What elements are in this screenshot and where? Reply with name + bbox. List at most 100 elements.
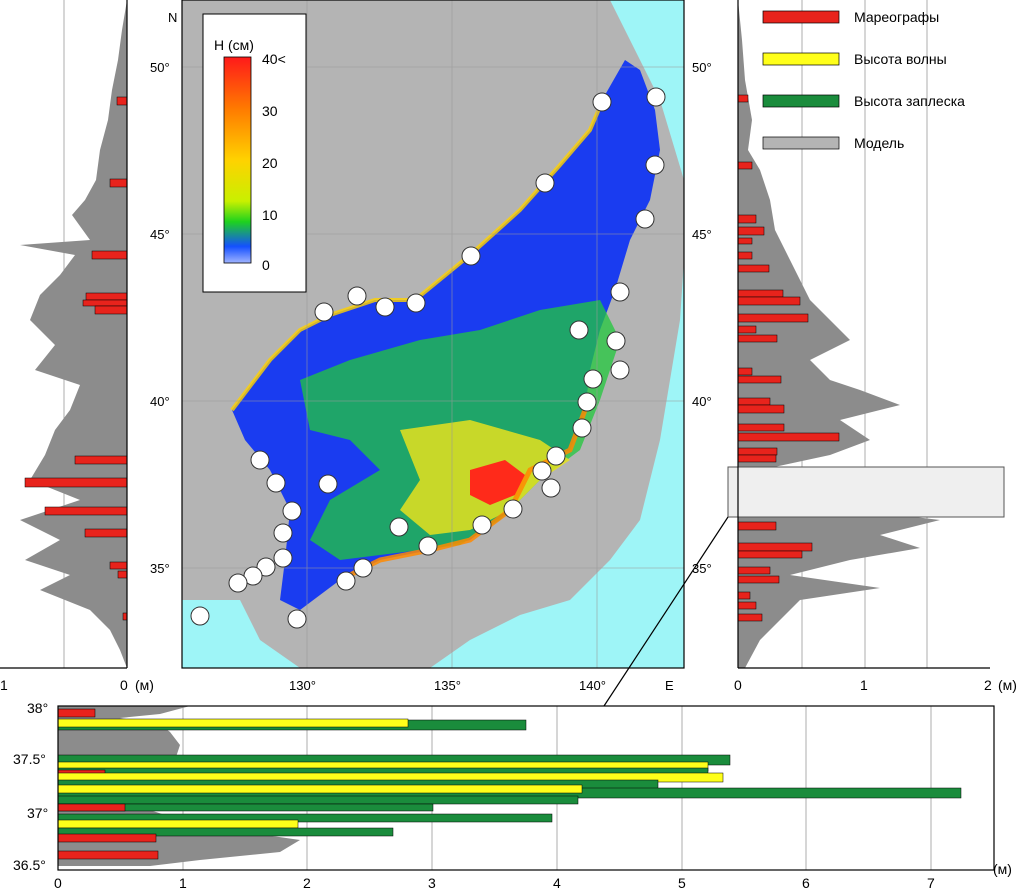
station-marker	[282, 501, 302, 521]
station-marker	[418, 536, 438, 556]
tide-gauge-bar	[57, 833, 157, 843]
station-marker	[592, 92, 612, 112]
station-marker	[250, 450, 270, 470]
lat-label-left: 50°	[150, 60, 170, 75]
bottom-unit: (м)	[993, 861, 1012, 877]
legend-swatch	[762, 136, 840, 150]
station-marker	[610, 360, 630, 380]
tide-gauge-bar	[116, 96, 128, 106]
station-marker	[583, 369, 603, 389]
lat-label-right: 35°	[692, 561, 712, 576]
bottom-x-labels: 0 1 2 3 4 5 6 7 (м)	[54, 861, 1012, 891]
tide-gauge-bar	[737, 289, 784, 298]
station-marker	[569, 320, 589, 340]
bottom-x-tick: 2	[303, 875, 311, 891]
tide-gauge-bar	[44, 506, 128, 516]
tide-gauge-bar	[57, 850, 159, 860]
tide-gauge-bar	[84, 528, 128, 538]
station-marker	[535, 173, 555, 193]
left-tick: 1	[0, 677, 8, 693]
station-marker	[546, 446, 566, 466]
legend-swatch	[762, 52, 840, 66]
east-label: E	[665, 678, 674, 693]
left-tick: 0	[120, 677, 128, 693]
station-marker	[389, 517, 409, 537]
colorbar-tick: 30	[262, 103, 278, 119]
tide-gauge-bar	[737, 447, 778, 456]
tide-gauge-bar	[737, 214, 757, 224]
station-marker	[645, 155, 665, 175]
station-marker	[353, 558, 373, 578]
tide-gauge-bar	[737, 325, 757, 334]
map-panel	[182, 0, 684, 668]
tide-gauge-bar	[737, 566, 771, 575]
bottom-panel: 38° 37.5° 37° 36.5° 0 1 2 3 4 5 6 7 (м)	[13, 700, 1012, 891]
lon-label: 135°	[434, 678, 461, 693]
station-marker	[461, 246, 481, 266]
legend: Мареографы Высота волны Высота заплеска …	[762, 9, 965, 151]
station-marker	[635, 209, 655, 229]
bottom-y-label: 37°	[27, 805, 48, 821]
tide-gauge-bar	[737, 432, 840, 442]
station-marker	[503, 499, 523, 519]
station-marker	[541, 478, 561, 498]
tide-gauge-bar	[737, 264, 770, 273]
tide-gauge-bar	[737, 367, 753, 376]
bottom-x-tick: 4	[553, 875, 561, 891]
tide-gauge-bar	[737, 404, 785, 414]
left-panel: 1 0 (м)	[0, 0, 154, 693]
tide-gauge-bar	[737, 94, 749, 103]
tide-gauge-bar	[737, 251, 753, 260]
wave-height-bar	[57, 819, 299, 829]
legend-label: Мареографы	[854, 9, 939, 25]
lat-label-right: 50°	[692, 60, 712, 75]
colorbar-tick: 10	[262, 207, 278, 223]
station-marker	[646, 87, 666, 107]
colorbar-box	[202, 13, 307, 293]
tide-gauge-bar	[109, 178, 128, 188]
wave-height-bar	[57, 784, 583, 794]
legend-swatch	[762, 10, 840, 24]
north-label: N	[168, 10, 177, 25]
tide-gauge-bar	[737, 313, 809, 323]
east-china-sea	[182, 600, 300, 668]
zoom-region-box	[727, 466, 1005, 518]
left-model-profile	[20, 0, 127, 668]
colorbar-tick: 0	[262, 257, 270, 273]
lat-label-right: 40°	[692, 394, 712, 409]
station-marker	[336, 571, 356, 591]
station-marker	[532, 461, 552, 481]
tide-gauge-bar	[737, 550, 803, 559]
tide-gauge-bar	[117, 570, 128, 579]
tide-gauge-bar	[94, 305, 128, 315]
colorbar-tick: 20	[262, 155, 278, 171]
lon-label: 130°	[289, 678, 316, 693]
station-marker	[318, 474, 338, 494]
bottom-x-tick: 6	[802, 875, 810, 891]
tide-gauge-bar	[737, 161, 753, 170]
legend-swatch	[762, 94, 840, 108]
station-marker	[347, 286, 367, 306]
bottom-x-tick: 5	[678, 875, 686, 891]
zoom-connector	[603, 516, 729, 707]
station-marker	[375, 297, 395, 317]
bottom-bars	[57, 708, 962, 860]
right-panel: 0 1 2 (м)	[727, 0, 1017, 693]
station-marker	[190, 606, 210, 626]
tide-gauge-bar	[109, 561, 128, 570]
bottom-x-tick: 0	[54, 875, 62, 891]
station-marker	[610, 282, 630, 302]
left-unit: (м)	[135, 677, 154, 693]
tide-gauge-bar	[737, 397, 771, 406]
wave-zone-red	[470, 460, 525, 505]
colorbar-tick: 40<	[262, 51, 286, 67]
bottom-x-tick: 3	[428, 875, 436, 891]
station-marker	[406, 293, 426, 313]
station-marker	[606, 331, 626, 351]
tide-gauge-bar	[57, 803, 126, 812]
tide-gauge-bar	[85, 292, 128, 301]
lat-label-left: 40°	[150, 394, 170, 409]
tide-gauge-bar	[737, 601, 757, 610]
lat-label-right: 45°	[692, 227, 712, 242]
